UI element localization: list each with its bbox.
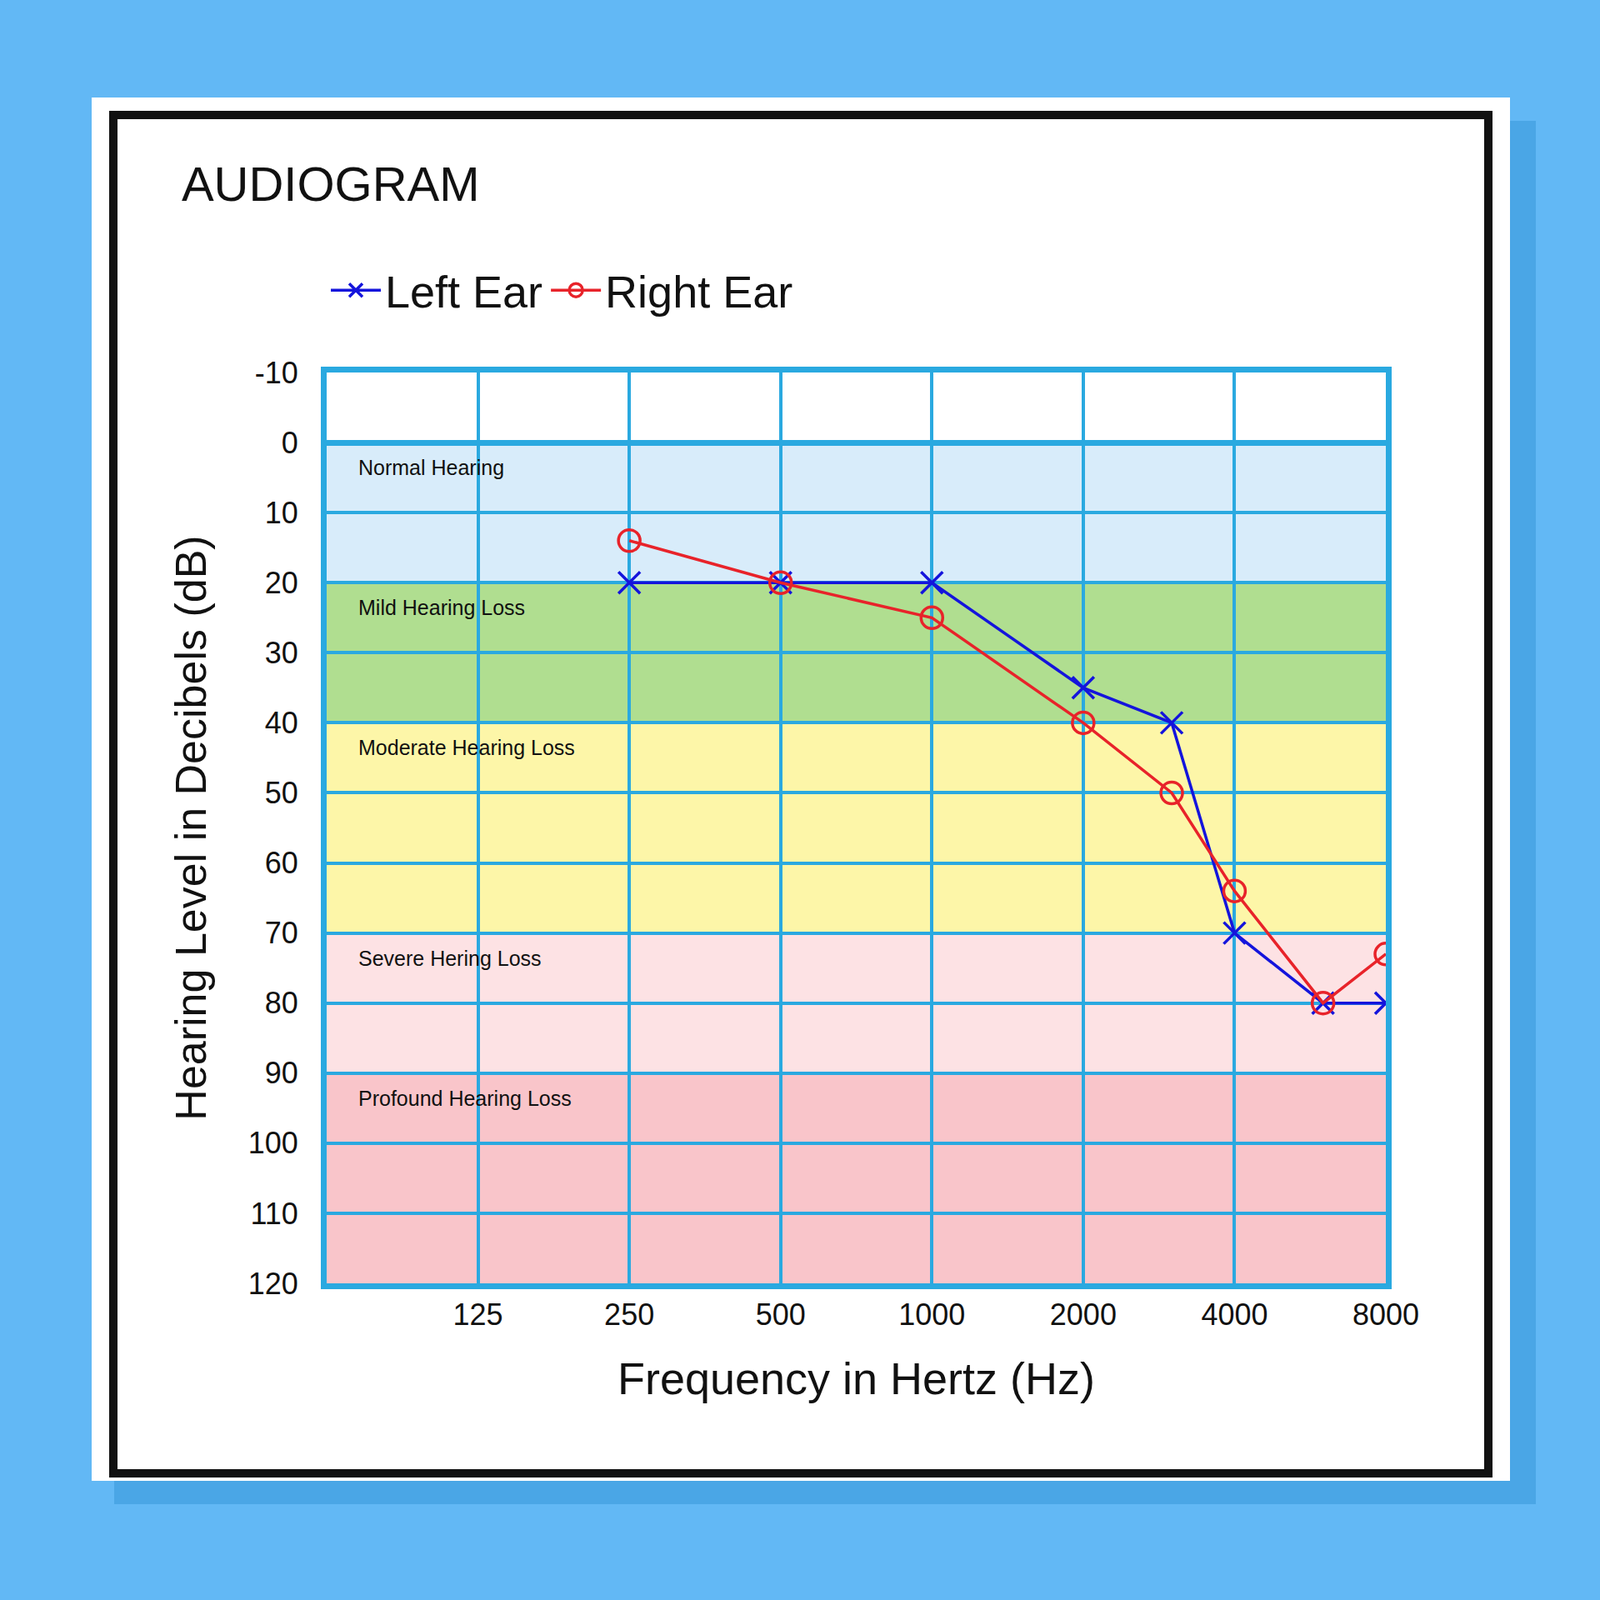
svg-text:500: 500 xyxy=(755,1297,806,1332)
svg-text:Right Ear: Right Ear xyxy=(605,266,793,317)
svg-text:8000: 8000 xyxy=(1352,1297,1420,1332)
svg-text:110: 110 xyxy=(250,1196,298,1231)
svg-text:Moderate Hearing Loss: Moderate Hearing Loss xyxy=(358,735,575,760)
svg-text:0: 0 xyxy=(281,425,299,460)
svg-text:Profound Hearing Loss: Profound Hearing Loss xyxy=(358,1086,572,1110)
svg-text:70: 70 xyxy=(265,915,299,950)
svg-text:50: 50 xyxy=(265,775,299,810)
svg-text:-10: -10 xyxy=(255,355,299,390)
svg-text:30: 30 xyxy=(265,635,299,670)
svg-text:120: 120 xyxy=(248,1266,299,1301)
svg-text:90: 90 xyxy=(265,1055,299,1090)
svg-text:Hearing Level in Decibels (dB): Hearing Level in Decibels (dB) xyxy=(166,535,215,1120)
svg-text:Left Ear: Left Ear xyxy=(385,266,543,317)
svg-text:80: 80 xyxy=(265,985,299,1020)
svg-text:100: 100 xyxy=(248,1125,299,1160)
svg-text:2000: 2000 xyxy=(1050,1297,1117,1332)
svg-text:10: 10 xyxy=(265,495,299,530)
svg-text:4000: 4000 xyxy=(1200,1297,1268,1332)
svg-text:40: 40 xyxy=(265,705,299,740)
svg-text:Normal Hearing: Normal Hearing xyxy=(358,455,505,480)
svg-text:Severe Hering Loss: Severe Hering Loss xyxy=(358,946,542,970)
svg-text:Mild Hearing Loss: Mild Hearing Loss xyxy=(358,595,525,620)
svg-text:125: 125 xyxy=(453,1297,504,1332)
svg-text:1000: 1000 xyxy=(898,1297,965,1332)
svg-text:AUDIOGRAM: AUDIOGRAM xyxy=(181,156,480,211)
svg-text:Frequency in Hertz (Hz): Frequency in Hertz (Hz) xyxy=(617,1353,1095,1404)
svg-text:20: 20 xyxy=(265,565,299,600)
svg-text:250: 250 xyxy=(604,1297,655,1332)
svg-text:60: 60 xyxy=(265,845,299,880)
